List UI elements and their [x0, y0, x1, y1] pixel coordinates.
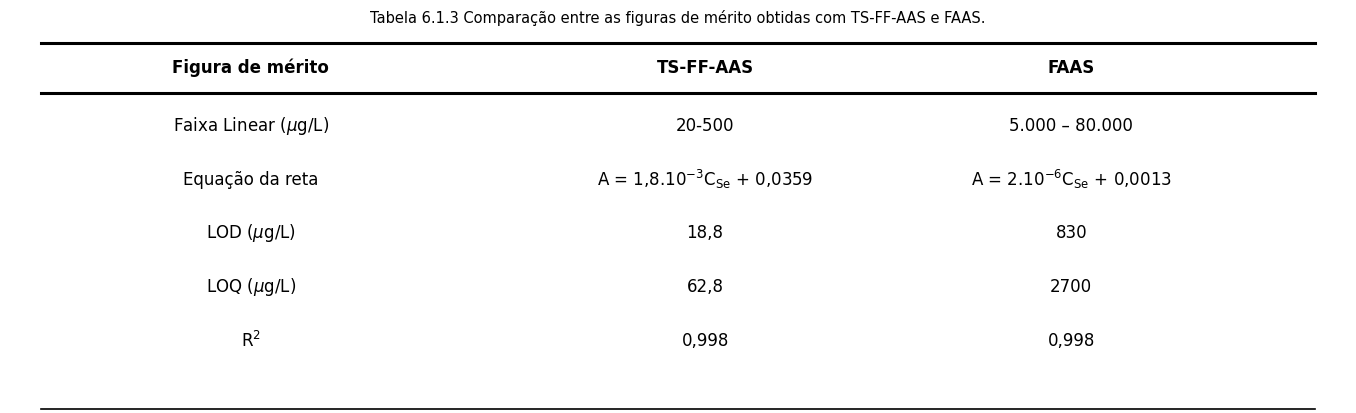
Text: 20-500: 20-500 — [675, 117, 735, 135]
Text: 830: 830 — [1055, 224, 1088, 242]
Text: Faixa Linear ($\mu$g/L): Faixa Linear ($\mu$g/L) — [172, 115, 330, 137]
Text: Figura de mérito: Figura de mérito — [172, 59, 330, 77]
Text: 0,998: 0,998 — [682, 332, 728, 350]
Text: A = 2.10$^{-6}$C$_{\mathregular{Se}}$ + 0,0013: A = 2.10$^{-6}$C$_{\mathregular{Se}}$ + … — [971, 168, 1172, 191]
Text: LOD ($\mu$g/L): LOD ($\mu$g/L) — [206, 222, 296, 244]
Text: LOQ ($\mu$g/L): LOQ ($\mu$g/L) — [206, 276, 296, 298]
Text: 5.000 – 80.000: 5.000 – 80.000 — [1009, 117, 1134, 135]
Text: A = 1,8.10$^{-3}$C$_{\mathregular{Se}}$ + 0,0359: A = 1,8.10$^{-3}$C$_{\mathregular{Se}}$ … — [597, 168, 814, 191]
Text: FAAS: FAAS — [1048, 59, 1094, 77]
Text: 0,998: 0,998 — [1048, 332, 1094, 350]
Text: Tabela 6.1.3 Comparação entre as figuras de mérito obtidas com TS-FF-AAS e FAAS.: Tabela 6.1.3 Comparação entre as figuras… — [370, 10, 986, 26]
Text: R$^{2}$: R$^{2}$ — [241, 331, 260, 351]
Text: 18,8: 18,8 — [686, 224, 724, 242]
Text: TS-FF-AAS: TS-FF-AAS — [656, 59, 754, 77]
Text: 2700: 2700 — [1050, 278, 1093, 296]
Text: 62,8: 62,8 — [686, 278, 724, 296]
Text: Equação da reta: Equação da reta — [183, 171, 319, 189]
